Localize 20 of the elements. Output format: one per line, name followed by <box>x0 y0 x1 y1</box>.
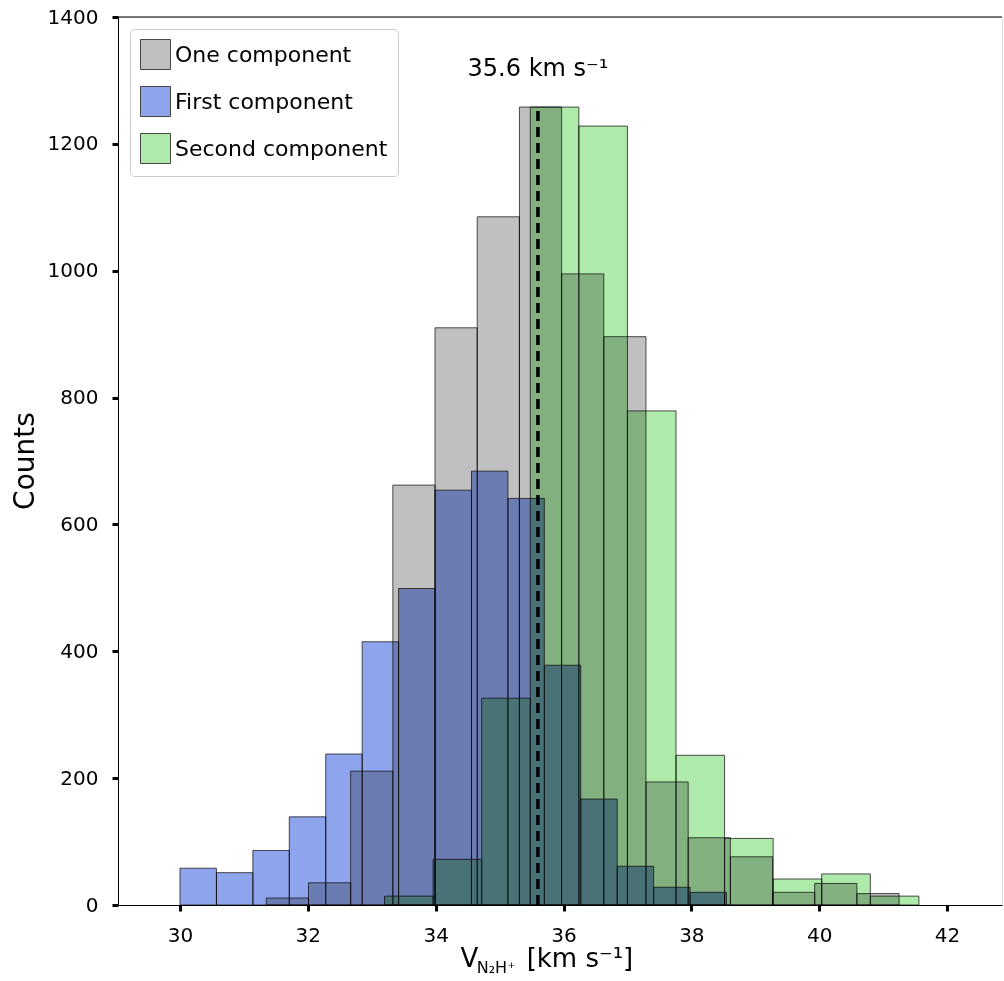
x-tick-label: 38 <box>679 922 705 947</box>
y-tick-label: 600 <box>60 511 99 536</box>
x-tick-label: 32 <box>295 922 322 947</box>
x-tick-label: 30 <box>167 922 194 947</box>
legend-label: Second component <box>175 135 388 161</box>
y-tick-label: 1400 <box>47 4 99 29</box>
y-tick-label: 400 <box>60 638 99 663</box>
y-tick-label: 1000 <box>47 258 99 283</box>
y-tick-label: 1200 <box>47 131 99 156</box>
y-tick-label: 0 <box>85 892 99 917</box>
x-tick-label: 42 <box>934 922 961 947</box>
legend-label: One component <box>175 41 352 67</box>
ref-line-label: 35.6 km s⁻¹ <box>467 54 609 82</box>
x-tick-label: 36 <box>551 922 577 947</box>
x-tick-label: 40 <box>806 922 833 947</box>
x-tick-label: 34 <box>423 922 449 947</box>
y-axis-title: Counts <box>8 412 41 510</box>
legend-label: First component <box>175 88 354 114</box>
y-tick-label: 800 <box>60 385 99 410</box>
y-tick-label: 200 <box>60 765 99 790</box>
